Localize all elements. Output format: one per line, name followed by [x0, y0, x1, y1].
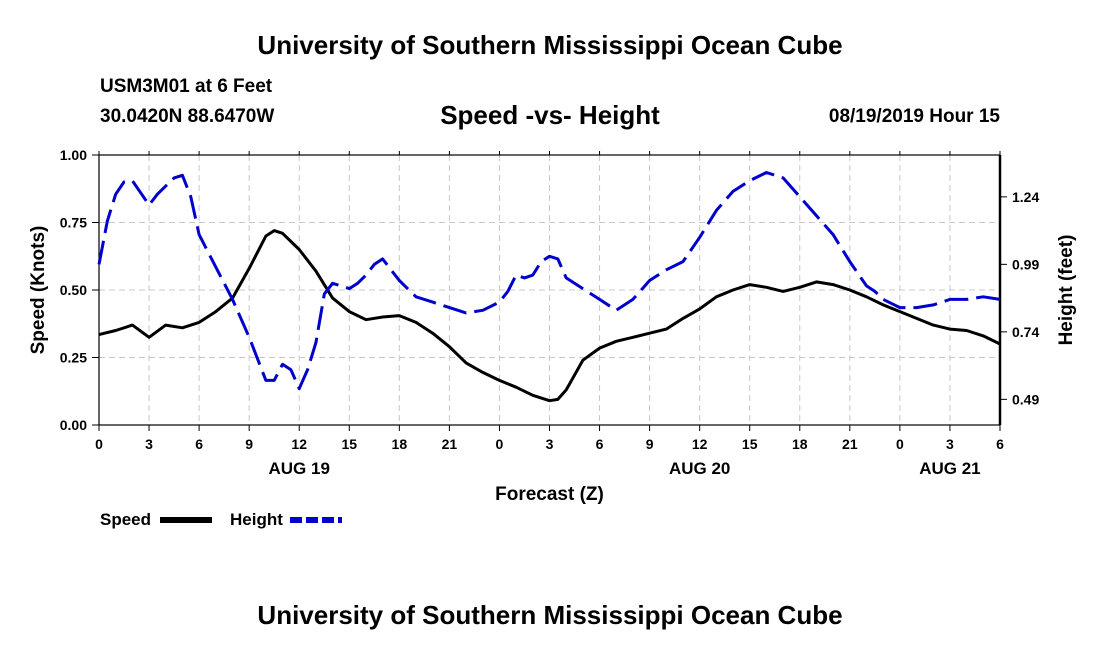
- x-axis-label: Forecast (Z): [495, 484, 604, 505]
- x-tick-label: 9: [646, 436, 654, 452]
- date-label: AUG 21: [919, 459, 980, 478]
- y-tick-label: 0.75: [60, 215, 87, 231]
- series-line-speed: [98, 229, 1001, 403]
- x-tick-label: 6: [996, 436, 1004, 452]
- y-tick-label: 0.25: [60, 350, 87, 366]
- x-tick-label: 6: [596, 436, 604, 452]
- y-tick-label: 0.00: [60, 417, 87, 433]
- x-tick-label: 21: [842, 436, 858, 452]
- timestamp-label: 08/19/2019 Hour 15: [828, 106, 1000, 127]
- y-tick-label: 0.50: [60, 282, 87, 298]
- legend-label-height: Height: [230, 510, 283, 529]
- legend-label-speed: Speed: [100, 510, 151, 529]
- date-label: AUG 19: [269, 459, 330, 478]
- series-line-height: [97, 171, 1001, 391]
- chart-title: Speed -vs- Height: [440, 100, 660, 130]
- x-tick-label: 6: [195, 436, 203, 452]
- y-tick-label: 1.00: [60, 147, 87, 163]
- footer-title: University of Southern Mississippi Ocean…: [257, 600, 843, 630]
- x-tick-label: 0: [896, 436, 904, 452]
- x-tick-label: 3: [946, 436, 954, 452]
- x-tick-label: 18: [792, 436, 808, 452]
- date-label: AUG 20: [669, 459, 730, 478]
- y2-tick-label: 0.99: [1012, 256, 1039, 272]
- station-label: USM3M01 at 6 Feet: [100, 76, 273, 97]
- x-tick-label: 21: [442, 436, 458, 452]
- y2-axis-label: Height (feet): [1056, 235, 1077, 346]
- x-tick-label: 12: [291, 436, 307, 452]
- coordinates-label: 30.0420N 88.6470W: [100, 106, 275, 127]
- page-title: University of Southern Mississippi Ocean…: [257, 30, 843, 60]
- x-tick-label: 3: [145, 436, 153, 452]
- x-tick-label: 3: [546, 436, 554, 452]
- x-tick-label: 9: [245, 436, 253, 452]
- x-tick-label: 15: [742, 436, 758, 452]
- y2-tick-label: 1.24: [1012, 189, 1039, 205]
- y-axis-label: Speed (Knots): [28, 226, 49, 355]
- y2-tick-label: 0.74: [1012, 324, 1039, 340]
- x-tick-label: 18: [392, 436, 408, 452]
- x-tick-label: 15: [341, 436, 357, 452]
- x-tick-label: 12: [692, 436, 708, 452]
- x-tick-label: 0: [496, 436, 504, 452]
- x-tick-label: 0: [95, 436, 103, 452]
- y2-tick-label: 0.49: [1012, 391, 1039, 407]
